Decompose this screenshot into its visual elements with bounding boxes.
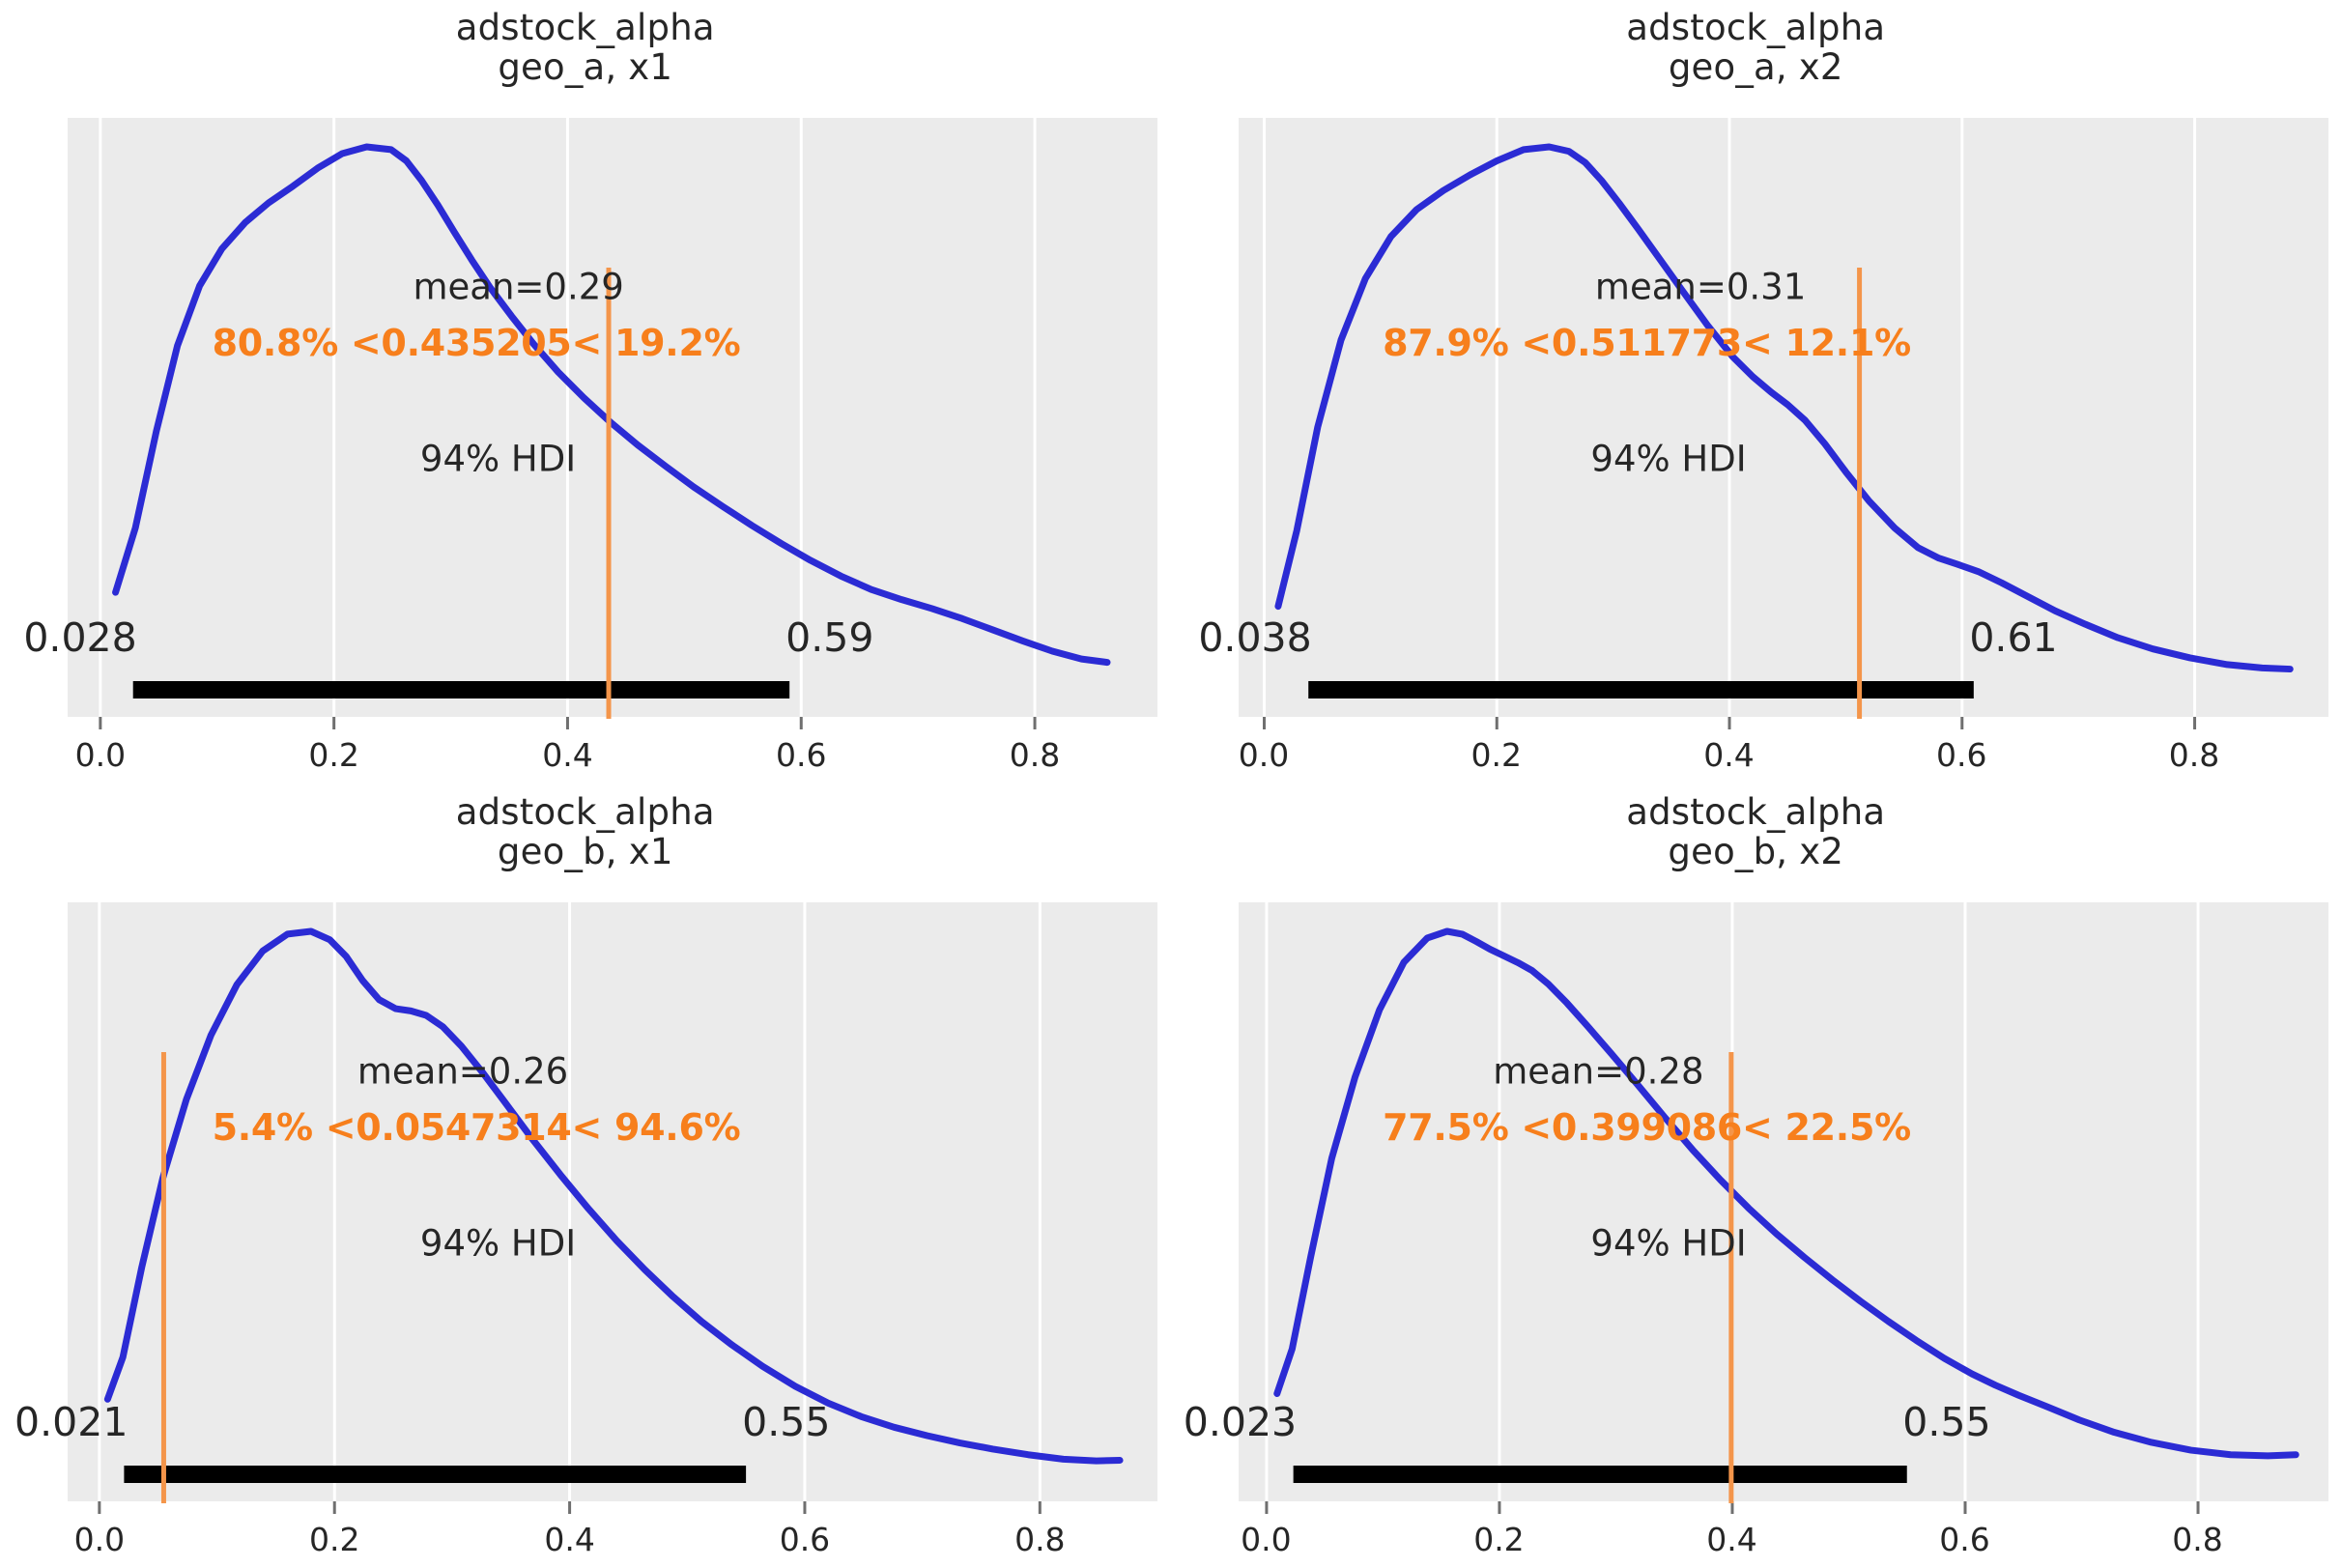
kde-plot [68,901,1157,1514]
kde-plot [1238,901,2328,1514]
hdi-high-label: 0.59 [785,614,874,661]
hdi-caption: 94% HDI [419,438,577,480]
panel-title-coords: geo_b, x1 [497,830,673,872]
panel-title-variable: adstock_alpha [1626,790,1886,833]
kde-curve [112,143,1111,667]
mean-label: mean=0.29 [413,266,624,308]
panel-title: adstock_alpha geo_a, x2 [1171,8,2341,88]
panel-title: adstock_alpha geo_b, x2 [1171,790,2341,872]
hdi-caption: 94% HDI [1590,438,1747,480]
mean-label: mean=0.31 [1594,266,1807,308]
panel-title: adstock_alpha geo_a, x1 [0,8,1171,88]
kde-curve [1272,927,2299,1459]
reference-annotation: 87.9% <0.511773< 12.1% [1383,322,1911,364]
hdi-low-label: 0.028 [23,614,137,661]
mean-label: mean=0.26 [357,1050,569,1092]
reference-annotation: 77.5% <0.399086< 22.5% [1383,1105,1911,1149]
hdi-high-label: 0.55 [1902,1398,1991,1445]
panel-title-variable: adstock_alpha [455,790,715,833]
panel-geo_a_x2: adstock_alpha geo_a, x2 mean=0.31 87.9% <0.… [1171,0,2341,784]
hdi-high-label: 0.61 [1969,614,2058,661]
kde-plot [1238,118,2328,729]
hdi-low-label: 0.023 [1183,1398,1298,1445]
hdi-low-label: 0.038 [1198,614,1312,661]
hdi-low-label: 0.021 [14,1398,128,1445]
hdi-caption: 94% HDI [1590,1222,1747,1264]
reference-annotation: 80.8% <0.435205< 19.2% [212,322,741,364]
panel-title-variable: adstock_alpha [455,7,715,48]
panel-title-coords: geo_b, x2 [1668,830,1844,872]
hdi-high-label: 0.55 [742,1398,831,1445]
panel-geo_a_x1: adstock_alpha geo_a, x1 mean=0.29 80.8% <0.… [0,0,1171,784]
plot-background [1238,118,2328,717]
kde-curve [1273,143,2294,673]
panel-title-variable: adstock_alpha [1626,7,1886,48]
panel-title: adstock_alpha geo_b, x1 [0,790,1171,872]
plot-background [68,901,1157,1501]
plot-background [1238,901,2328,1501]
hdi-caption: 94% HDI [419,1222,577,1264]
reference-annotation: 5.4% <0.0547314< 94.6% [212,1105,741,1149]
panel-title-coords: geo_a, x2 [1668,46,1843,89]
panel-title-coords: geo_a, x1 [498,46,673,89]
mean-label: mean=0.28 [1493,1050,1704,1092]
panel-geo_b_x2: adstock_alpha geo_b, x2 mean=0.28 77.5% <0.… [1171,784,2341,1568]
kde-plot [68,118,1157,729]
kde-curve [103,927,1124,1465]
panel-geo_b_x1: adstock_alpha geo_b, x1 mean=0.26 5.4% <0.0… [0,784,1171,1568]
